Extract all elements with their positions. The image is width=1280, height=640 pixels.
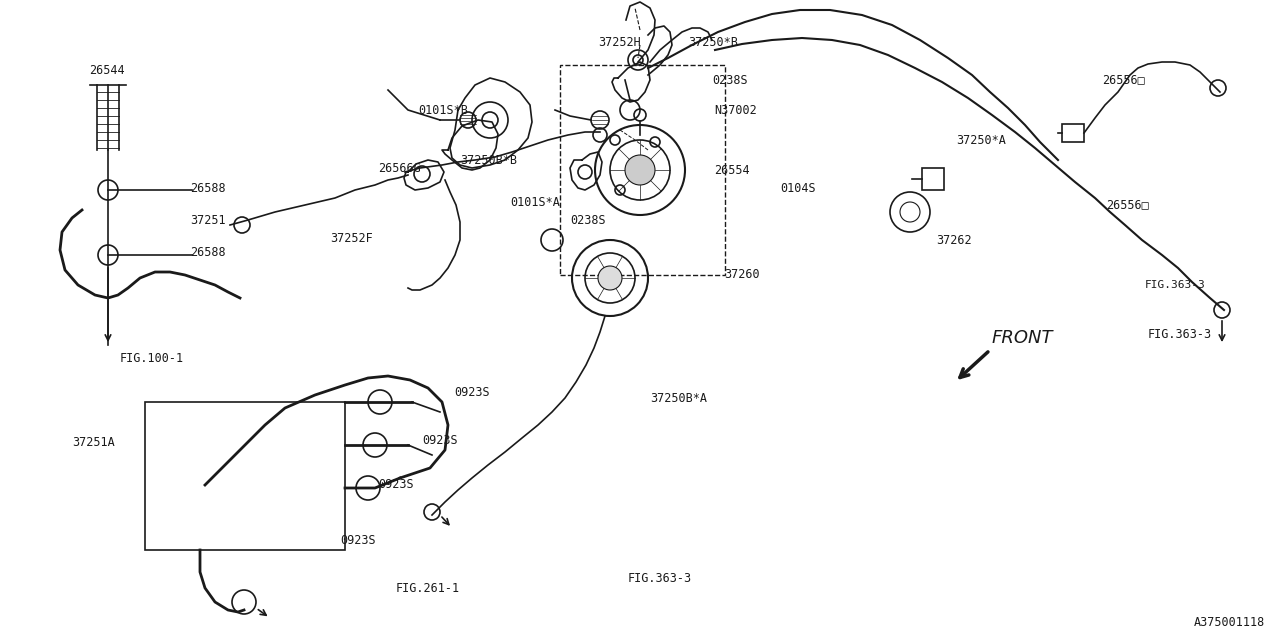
Text: 0101S*A: 0101S*A bbox=[509, 195, 559, 209]
Text: FIG.100-1: FIG.100-1 bbox=[120, 351, 184, 365]
Text: 37251: 37251 bbox=[189, 214, 225, 227]
Text: 0923S: 0923S bbox=[454, 385, 490, 399]
Bar bbox=[922, 168, 945, 190]
Text: 0238S: 0238S bbox=[570, 214, 605, 227]
Text: 26554: 26554 bbox=[714, 163, 750, 177]
Text: FRONT: FRONT bbox=[992, 329, 1053, 347]
Text: 26566G: 26566G bbox=[378, 161, 421, 175]
Text: 37252H: 37252H bbox=[598, 35, 641, 49]
Text: 37250B*A: 37250B*A bbox=[650, 392, 707, 404]
Text: 37250B*B: 37250B*B bbox=[460, 154, 517, 166]
Bar bbox=[1062, 124, 1084, 142]
Text: 26544: 26544 bbox=[90, 63, 125, 77]
Text: 37251A: 37251A bbox=[72, 435, 115, 449]
Text: 0104S: 0104S bbox=[780, 182, 815, 195]
Text: FIG.261-1: FIG.261-1 bbox=[396, 582, 460, 595]
Text: N37002: N37002 bbox=[714, 104, 756, 116]
Text: 26556□: 26556□ bbox=[1106, 198, 1148, 211]
Text: 26588: 26588 bbox=[189, 246, 225, 259]
Text: FIG.363-3: FIG.363-3 bbox=[628, 572, 692, 584]
Text: 37252F: 37252F bbox=[330, 232, 372, 244]
Bar bbox=[145, 402, 346, 550]
Text: 0101S*B: 0101S*B bbox=[419, 104, 468, 116]
Text: 37250*A: 37250*A bbox=[956, 134, 1006, 147]
Text: A375001118: A375001118 bbox=[1194, 616, 1265, 628]
Text: 0238S: 0238S bbox=[712, 74, 748, 86]
Text: FIG.363-3: FIG.363-3 bbox=[1146, 280, 1206, 290]
Bar bbox=[561, 65, 724, 275]
Text: 26588: 26588 bbox=[189, 182, 225, 195]
Text: 26556□: 26556□ bbox=[1102, 74, 1144, 86]
Text: 0923S: 0923S bbox=[340, 534, 375, 547]
Text: 37260: 37260 bbox=[724, 269, 759, 282]
Circle shape bbox=[625, 155, 655, 185]
Text: 0923S: 0923S bbox=[422, 433, 458, 447]
Text: 0923S: 0923S bbox=[378, 479, 413, 492]
Text: FIG.363-3: FIG.363-3 bbox=[1148, 328, 1212, 342]
Circle shape bbox=[598, 266, 622, 290]
Text: 37250*B: 37250*B bbox=[689, 35, 737, 49]
Text: 37262: 37262 bbox=[936, 234, 972, 246]
